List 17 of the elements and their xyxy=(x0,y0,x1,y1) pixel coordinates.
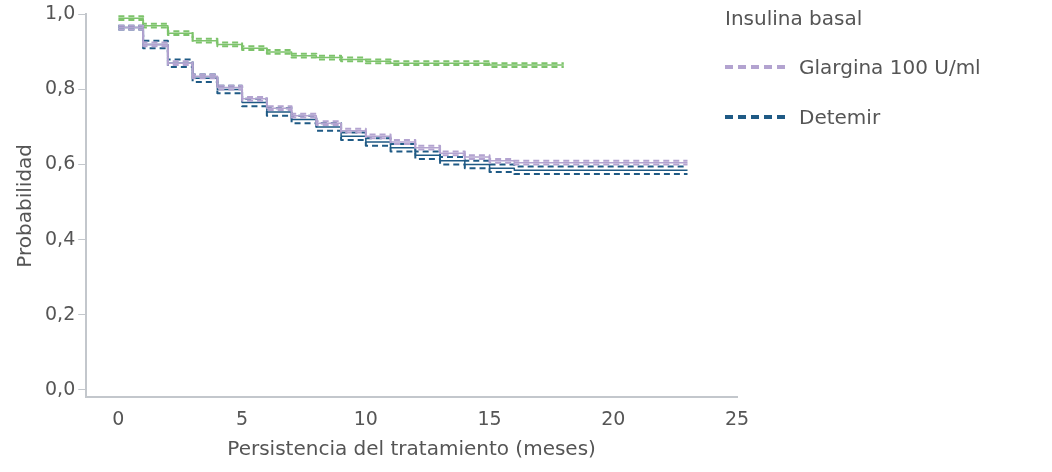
x-tick-label: 20 xyxy=(601,406,626,429)
x-tick-label: 5 xyxy=(236,406,249,429)
legend-title: Insulina basal xyxy=(725,6,864,30)
x-axis-title: Persistencia del tratamiento (meses) xyxy=(227,436,596,461)
y-axis-title: Probabilidad xyxy=(12,143,37,268)
x-tick-label: 10 xyxy=(353,406,378,429)
y-tick-label: 0,6 xyxy=(45,151,76,174)
x-tick-label: 25 xyxy=(724,406,750,429)
y-tick-label: 0,4 xyxy=(45,226,76,249)
y-tick-label: 0,2 xyxy=(45,301,76,324)
y-tick-label: 1,0 xyxy=(45,1,76,24)
x-tick-label: 0 xyxy=(112,406,125,429)
y-tick-label: 0,8 xyxy=(45,76,76,99)
y-tick-label: 0,0 xyxy=(45,376,76,399)
legend-label: Glargina 100 U/ml xyxy=(799,55,981,79)
legend-label: Detemir xyxy=(799,105,881,129)
x-tick-label: 15 xyxy=(477,406,502,429)
